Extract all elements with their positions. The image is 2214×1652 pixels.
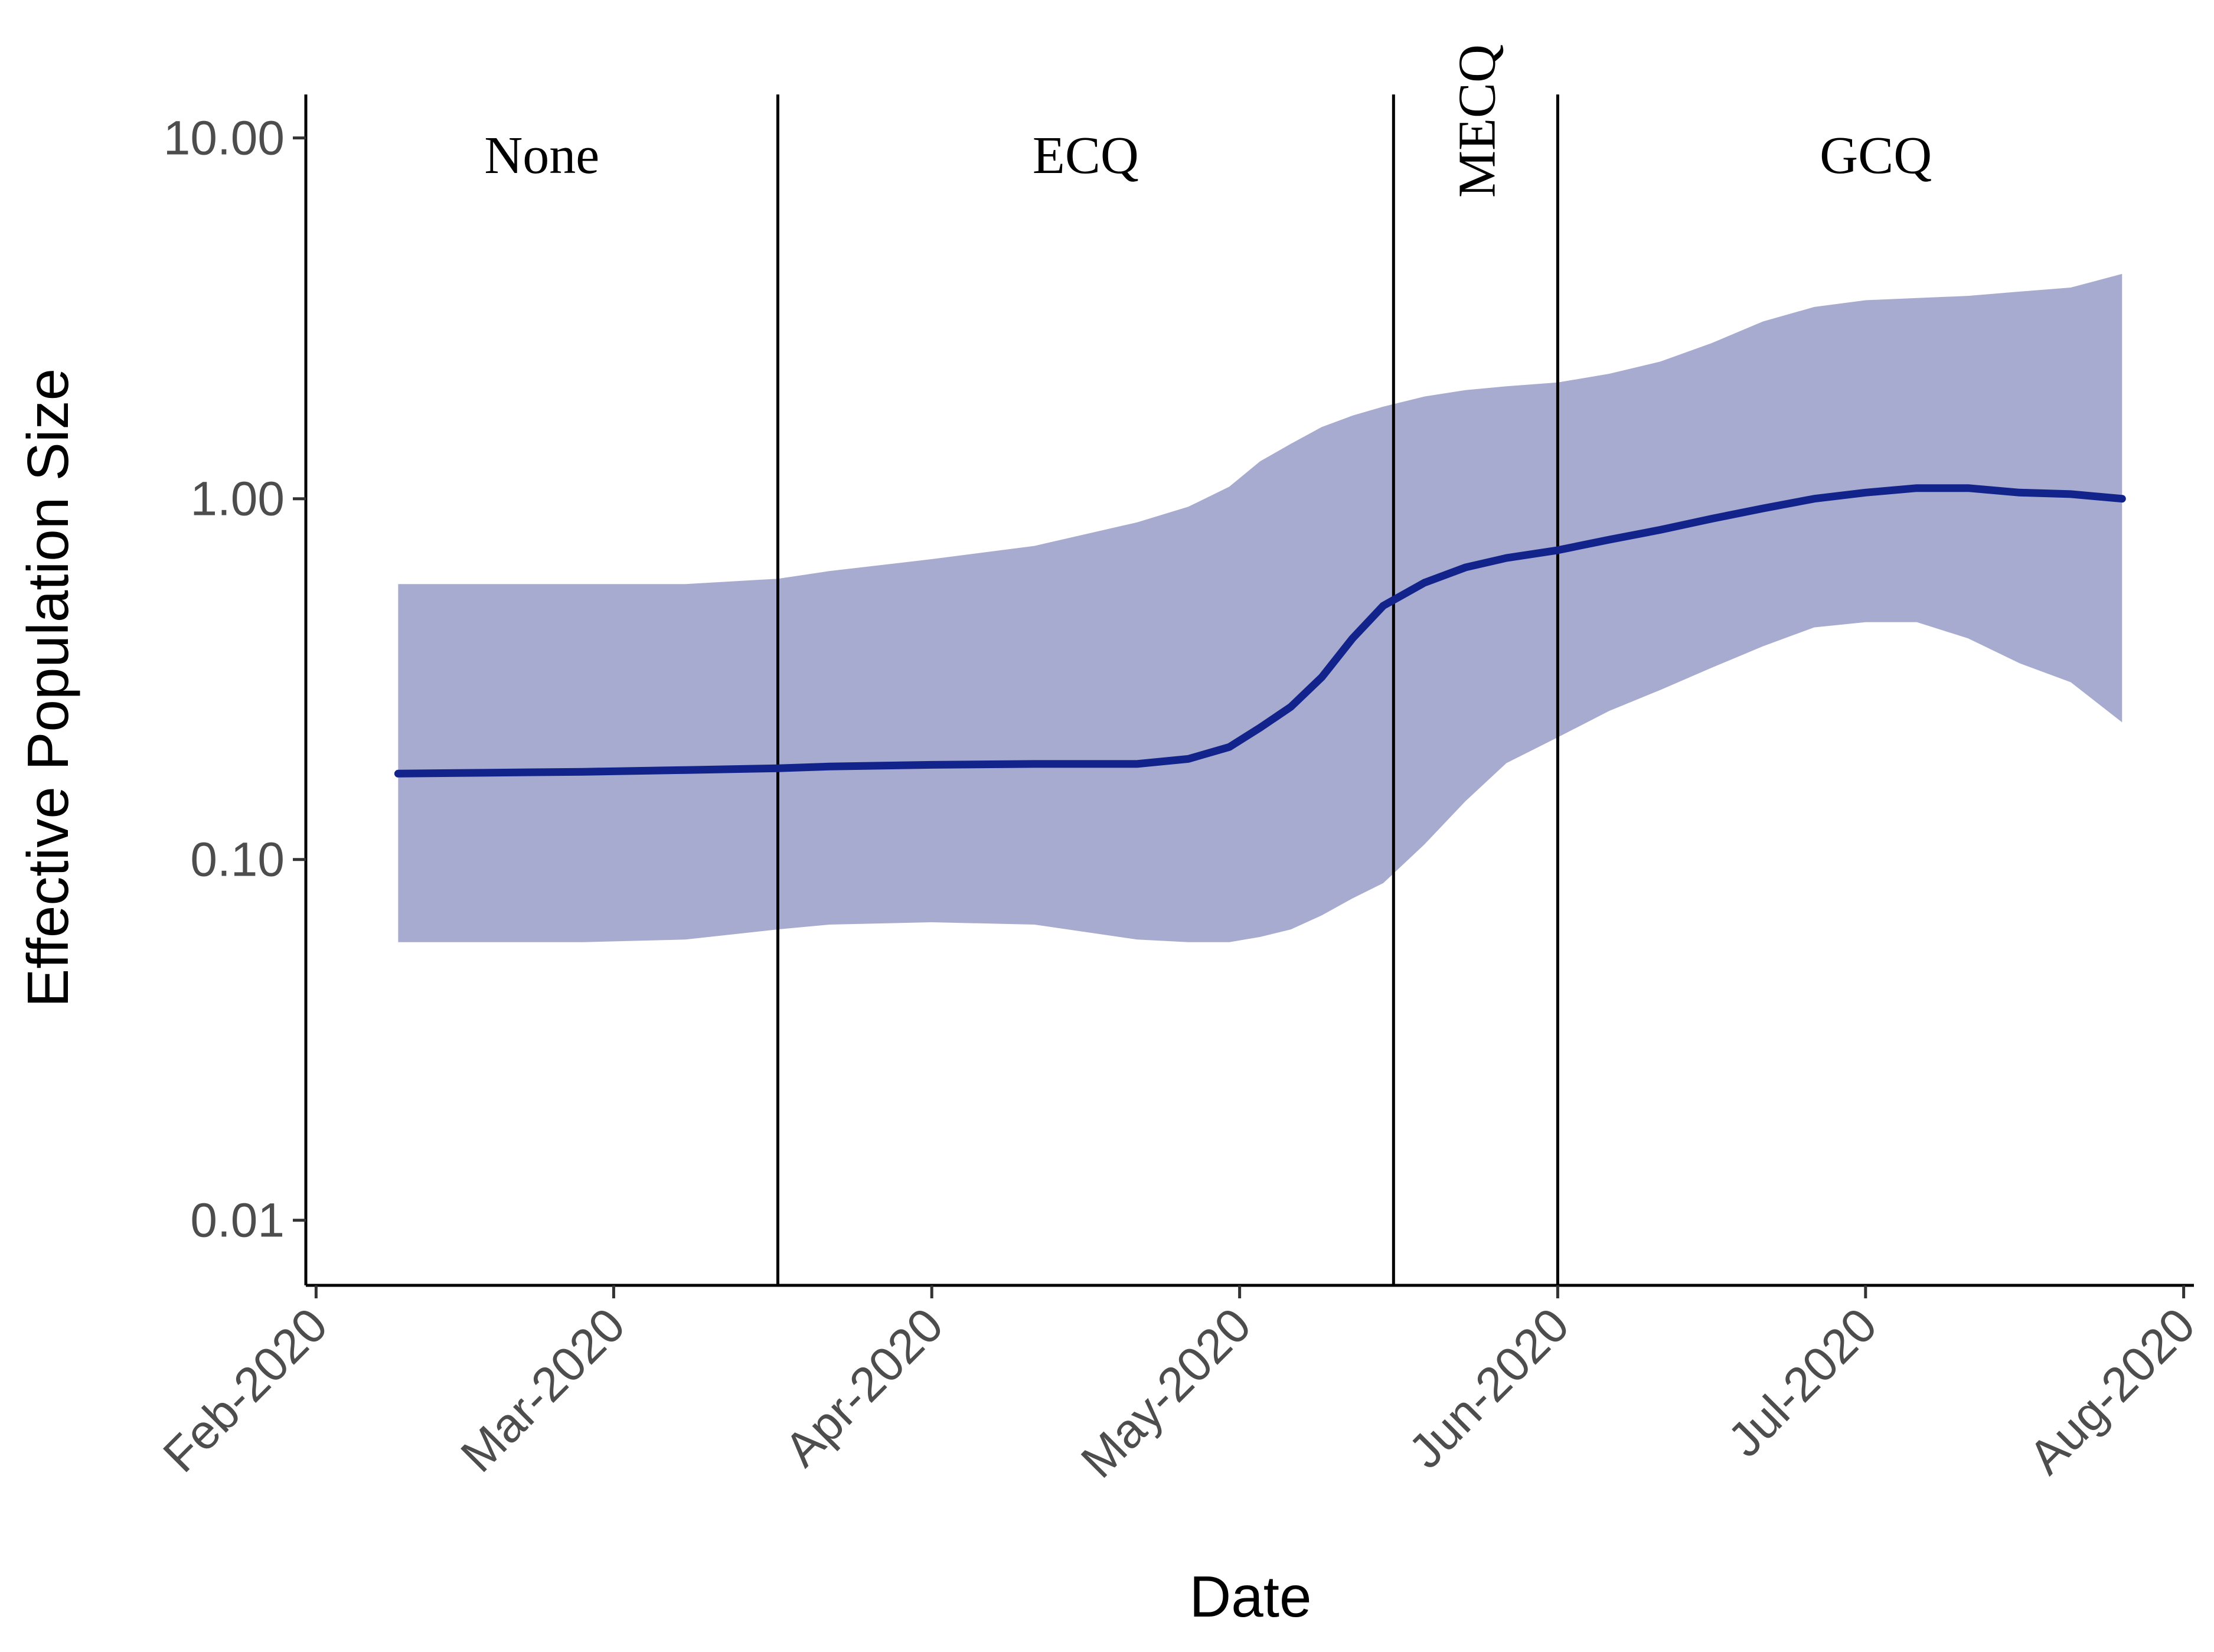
x-tick-label: Jul-2020: [1718, 1298, 1888, 1467]
y-tick-label: 1.00: [190, 472, 285, 526]
phase-dividers: [776, 94, 1559, 1285]
x-tick-label: May-2020: [1071, 1298, 1261, 1488]
y-tick-label: 0.10: [190, 833, 285, 887]
plot-area: None ECQ MECQ GCQ: [394, 44, 2126, 1285]
x-tick-label: Jun-2020: [1399, 1298, 1579, 1478]
y-tick-label: 10.00: [164, 112, 285, 165]
x-axis-title: Date: [1189, 1564, 1311, 1629]
x-tick-label: Mar-2020: [451, 1298, 636, 1483]
x-tick-label: Feb-2020: [154, 1298, 338, 1483]
x-tick-label: Apr-2020: [775, 1298, 953, 1477]
phase-label: None: [484, 126, 599, 185]
series-line: [394, 484, 2126, 778]
phase-labels: None ECQ MECQ GCQ: [484, 44, 1932, 198]
x-tick-label: Aug-2020: [2019, 1298, 2206, 1484]
phase-label: ECQ: [1033, 126, 1139, 185]
confidence-band: [398, 273, 2122, 942]
phase-label: MECQ: [1448, 44, 1506, 198]
y-tick-label: 0.01: [190, 1194, 285, 1248]
y-axis-ticks: 0.01 0.10 1.00 10.00: [164, 112, 306, 1248]
phase-label: GCQ: [1820, 126, 1932, 185]
y-axis-title: Effective Population Size: [15, 368, 80, 1007]
x-axis-ticks: Feb-2020 Mar-2020 Apr-2020 May-2020 Jun-2020…: [154, 1285, 2206, 1488]
